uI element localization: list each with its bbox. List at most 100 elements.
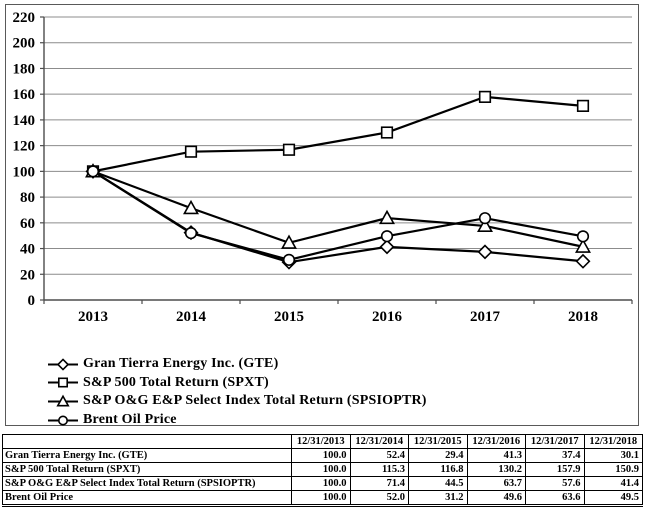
table-value-cell: 37.4 <box>525 448 585 463</box>
table-value-cell: 63.7 <box>466 476 526 491</box>
table-value-cell: 100.0 <box>291 462 351 477</box>
x-tick-label: 2018 <box>568 309 598 325</box>
table-value-cell: 116.8 <box>408 462 468 477</box>
diamond-marker-icon <box>56 358 70 371</box>
x-tick-label: 2014 <box>176 309 207 325</box>
table-value-cell: 29.4 <box>408 448 468 463</box>
x-tick-label: 2017 <box>470 309 501 325</box>
table-value-cell: 44.5 <box>408 476 468 491</box>
table-date-header: 12/31/2013 <box>291 434 351 449</box>
series-line <box>92 170 584 262</box>
table-value-cell: 52.4 <box>349 448 409 463</box>
table-value-cell: 115.3 <box>349 462 409 477</box>
triangle-marker-icon <box>477 217 493 233</box>
legend-item-gte: Gran Tierra Energy Inc. (GTE) <box>47 355 427 374</box>
circle-marker-icon <box>86 165 100 178</box>
chart-legend: Gran Tierra Energy Inc. (GTE) S&P 500 To… <box>47 355 427 429</box>
table-date-header: 12/31/2017 <box>525 434 585 449</box>
x-tick-label: 2015 <box>274 309 304 325</box>
table-value-cell: 63.6 <box>525 490 585 506</box>
table-row-label: Brent Oil Price <box>2 490 292 506</box>
triangle-marker-icon <box>575 238 591 253</box>
circle-marker-icon <box>282 253 296 266</box>
diamond-marker-icon <box>575 253 591 269</box>
table-date-header: 12/31/2015 <box>408 434 468 449</box>
triangle-marker-icon <box>48 394 78 407</box>
square-marker-icon <box>478 90 492 103</box>
table-row: S&P O&G E&P Select Index Total Return (S… <box>2 476 643 491</box>
square-marker-icon <box>58 377 68 388</box>
y-tick-label: 0 <box>28 293 36 309</box>
x-tick-label: 2016 <box>372 309 403 325</box>
table-date-header: 12/31/2014 <box>349 434 409 449</box>
chart-frame: 0 20 40 60 80 100 120 140 160 180 200 220 2013 2014 20… <box>5 4 639 429</box>
table-row: S&P 500 Total Return (SPXT) 100.0 115.3 116… <box>2 462 643 477</box>
y-tick-label: 100 <box>13 164 36 180</box>
table-date-header: 12/31/2016 <box>466 434 526 449</box>
table-value-cell: 130.2 <box>466 462 526 477</box>
legend-label-spsioptr: S&P O&G E&P Select Index Total Return (S… <box>83 393 427 409</box>
legend-item-spsioptr: S&P O&G E&P Select Index Total Return (S… <box>47 392 427 411</box>
y-tick-label: 120 <box>13 139 36 155</box>
legend-label-brent: Brent Oil Price <box>83 412 177 428</box>
triangle-marker-icon <box>183 199 199 215</box>
table-header-row: 12/31/2013 12/31/2014 12/31/2015 12/31/2016… <box>2 434 643 449</box>
table-value-cell: 57.6 <box>525 476 585 491</box>
y-tick-label: 40 <box>20 242 35 258</box>
table-body: Gran Tierra Energy Inc. (GTE) 100.0 52.4 29… <box>2 448 643 506</box>
square-marker-icon <box>48 377 78 388</box>
table-value-cell: 52.0 <box>349 490 409 506</box>
table-row: Brent Oil Price 100.0 52.0 31.2 49.6 63.6 49.5 <box>2 490 643 506</box>
circle-marker-icon <box>184 227 198 240</box>
table-value-cell: 157.9 <box>525 462 585 477</box>
circle-marker-icon <box>58 415 68 426</box>
table-row-label: S&P O&G E&P Select Index Total Return (S… <box>2 476 292 491</box>
table-value-cell: 71.4 <box>349 476 409 491</box>
y-tick-label: 220 <box>13 10 36 26</box>
circle-marker-icon <box>380 230 394 243</box>
circle-marker-icon <box>576 230 590 243</box>
circle-marker-icon <box>48 415 78 426</box>
legend-label-gte: Gran Tierra Energy Inc. (GTE) <box>83 356 279 372</box>
y-tick-label: 200 <box>13 36 36 52</box>
square-marker-icon <box>282 143 296 156</box>
series-line <box>92 170 584 248</box>
y-tick-label: 140 <box>13 113 36 129</box>
table-value-cell: 100.0 <box>291 490 351 506</box>
y-tick-label: 20 <box>20 267 35 283</box>
table-value-cell: 41.3 <box>466 448 526 463</box>
legend-item-spxt: S&P 500 Total Return (SPXT) <box>47 374 427 393</box>
table-header-row: 12/31/2013 12/31/2014 12/31/2015 12/31/2016… <box>2 434 643 449</box>
diamond-marker-icon <box>477 244 493 260</box>
table-row: Gran Tierra Energy Inc. (GTE) 100.0 52.4 29… <box>2 448 643 463</box>
y-tick-label: 180 <box>13 61 36 77</box>
series-line <box>92 95 584 173</box>
table-date-header: 12/31/2018 <box>583 434 643 449</box>
table-row-label: Gran Tierra Energy Inc. (GTE) <box>2 448 292 463</box>
table-value-cell: 30.1 <box>583 448 643 463</box>
legend-item-brent: Brent Oil Price <box>47 411 427 430</box>
table-value-cell: 100.0 <box>291 448 351 463</box>
triangle-marker-icon <box>281 234 297 249</box>
table-value-cell: 41.4 <box>583 476 643 491</box>
performance-data-table: 12/31/2013 12/31/2014 12/31/2015 12/31/2016… <box>2 434 643 507</box>
table-value-cell: 49.5 <box>583 490 643 506</box>
diamond-marker-icon <box>48 358 78 371</box>
circle-marker-icon <box>478 212 492 225</box>
y-tick-label: 80 <box>20 190 35 206</box>
table-row-label: S&P 500 Total Return (SPXT) <box>2 462 292 477</box>
square-marker-icon <box>380 126 394 139</box>
table-corner-cell <box>2 434 292 449</box>
table-value-cell: 150.9 <box>583 462 643 477</box>
diamond-marker-icon <box>379 239 395 255</box>
line-chart: 0 20 40 60 80 100 120 140 160 180 200 220 2013 2014 20… <box>13 10 633 325</box>
table-value-cell: 100.0 <box>291 476 351 491</box>
square-marker-icon <box>576 99 590 112</box>
y-tick-label: 60 <box>20 216 35 232</box>
x-tick-label: 2013 <box>78 309 108 325</box>
legend-label-spxt: S&P 500 Total Return (SPXT) <box>83 374 269 390</box>
y-tick-label: 160 <box>13 87 36 103</box>
square-marker-icon <box>184 145 198 158</box>
table-value-cell: 49.6 <box>466 490 526 506</box>
